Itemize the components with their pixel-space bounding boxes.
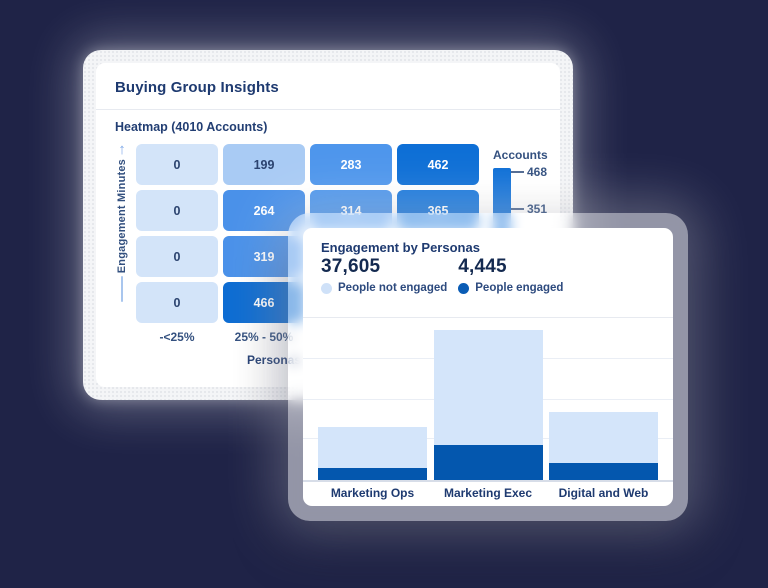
tick-label: 351 bbox=[527, 202, 548, 216]
legend-tick: 351 bbox=[511, 202, 547, 216]
legend-label: People engaged bbox=[475, 282, 564, 294]
stat-value: 37,605 bbox=[321, 256, 381, 277]
heatmap-cell[interactable]: 283 bbox=[310, 144, 392, 185]
legend-label: People not engaged bbox=[338, 282, 448, 294]
x-tick-label: -<25% bbox=[159, 330, 195, 344]
bar-digital-and-web[interactable] bbox=[549, 318, 658, 480]
bar-category-labels: Marketing Ops Marketing Exec Digital and… bbox=[303, 486, 673, 500]
legend-item: People not engaged bbox=[321, 282, 447, 294]
x-tick-label: 25% - 50% bbox=[234, 330, 294, 344]
legend-tick: 468 bbox=[511, 165, 547, 179]
stat-not-engaged: 37,605 People not engaged bbox=[321, 256, 447, 294]
heatmap-cell[interactable]: 0 bbox=[136, 282, 218, 323]
legend-dot-icon bbox=[321, 282, 332, 294]
card-title: Buying Group Insights bbox=[115, 79, 279, 96]
bar-marketing-exec[interactable] bbox=[433, 318, 543, 480]
header-divider bbox=[303, 317, 673, 318]
arrow-up-icon: ↑ bbox=[118, 141, 126, 158]
bar-segment-engaged[interactable] bbox=[549, 463, 658, 480]
category-label: Marketing Exec bbox=[443, 486, 533, 500]
heatmap-title: Heatmap (4010 Accounts) bbox=[115, 120, 268, 134]
heatmap-legend: Accounts 468 351 bbox=[493, 148, 553, 403]
x-axis-line bbox=[303, 480, 673, 482]
bar-segment-not-engaged[interactable] bbox=[433, 330, 543, 446]
x-axis-label: Personas bbox=[247, 353, 302, 367]
bar-segment-engaged[interactable] bbox=[433, 445, 543, 480]
engagement-by-personas-card: Engagement by Personas 37,605 People not… bbox=[303, 228, 673, 506]
tick-line bbox=[511, 171, 524, 173]
legend-dot-icon bbox=[458, 282, 470, 294]
stacked-bar-chart bbox=[303, 318, 673, 480]
heatmap-x-ticks: -<25% 25% - 50% bbox=[136, 330, 479, 344]
category-label: Marketing Ops bbox=[330, 486, 415, 500]
heatmap-cell[interactable]: 462 bbox=[397, 144, 479, 185]
legend-item: People engaged bbox=[458, 282, 563, 294]
category-label: Digital and Web bbox=[558, 486, 649, 500]
heatmap-cell[interactable]: 199 bbox=[223, 144, 305, 185]
heatmap-y-axis: ↑ Engagement Minutes bbox=[110, 141, 134, 344]
tick-line bbox=[511, 208, 524, 210]
heatmap-cell[interactable]: 0 bbox=[136, 144, 218, 185]
tick-label: 468 bbox=[527, 165, 548, 179]
stat-value: 4,445 bbox=[458, 256, 507, 277]
engagement-by-personas-window: Engagement by Personas 37,605 People not… bbox=[288, 213, 688, 521]
legend-title: Accounts bbox=[493, 148, 548, 162]
y-axis-line bbox=[121, 276, 123, 303]
card-title: Engagement by Personas bbox=[321, 240, 480, 255]
heatmap-cell[interactable]: 0 bbox=[136, 236, 218, 277]
y-axis-label: Engagement Minutes bbox=[116, 159, 128, 274]
bar-segment-not-engaged[interactable] bbox=[318, 427, 427, 469]
heatmap-cell[interactable]: 0 bbox=[136, 190, 218, 231]
bar-segment-not-engaged[interactable] bbox=[549, 411, 658, 463]
stats-row: 37,605 People not engaged 4,445 People e… bbox=[321, 256, 574, 294]
stat-engaged: 4,445 People engaged bbox=[458, 256, 563, 294]
title-divider bbox=[96, 109, 560, 110]
bar-marketing-ops[interactable] bbox=[318, 318, 427, 480]
bar-segment-engaged[interactable] bbox=[318, 468, 427, 480]
